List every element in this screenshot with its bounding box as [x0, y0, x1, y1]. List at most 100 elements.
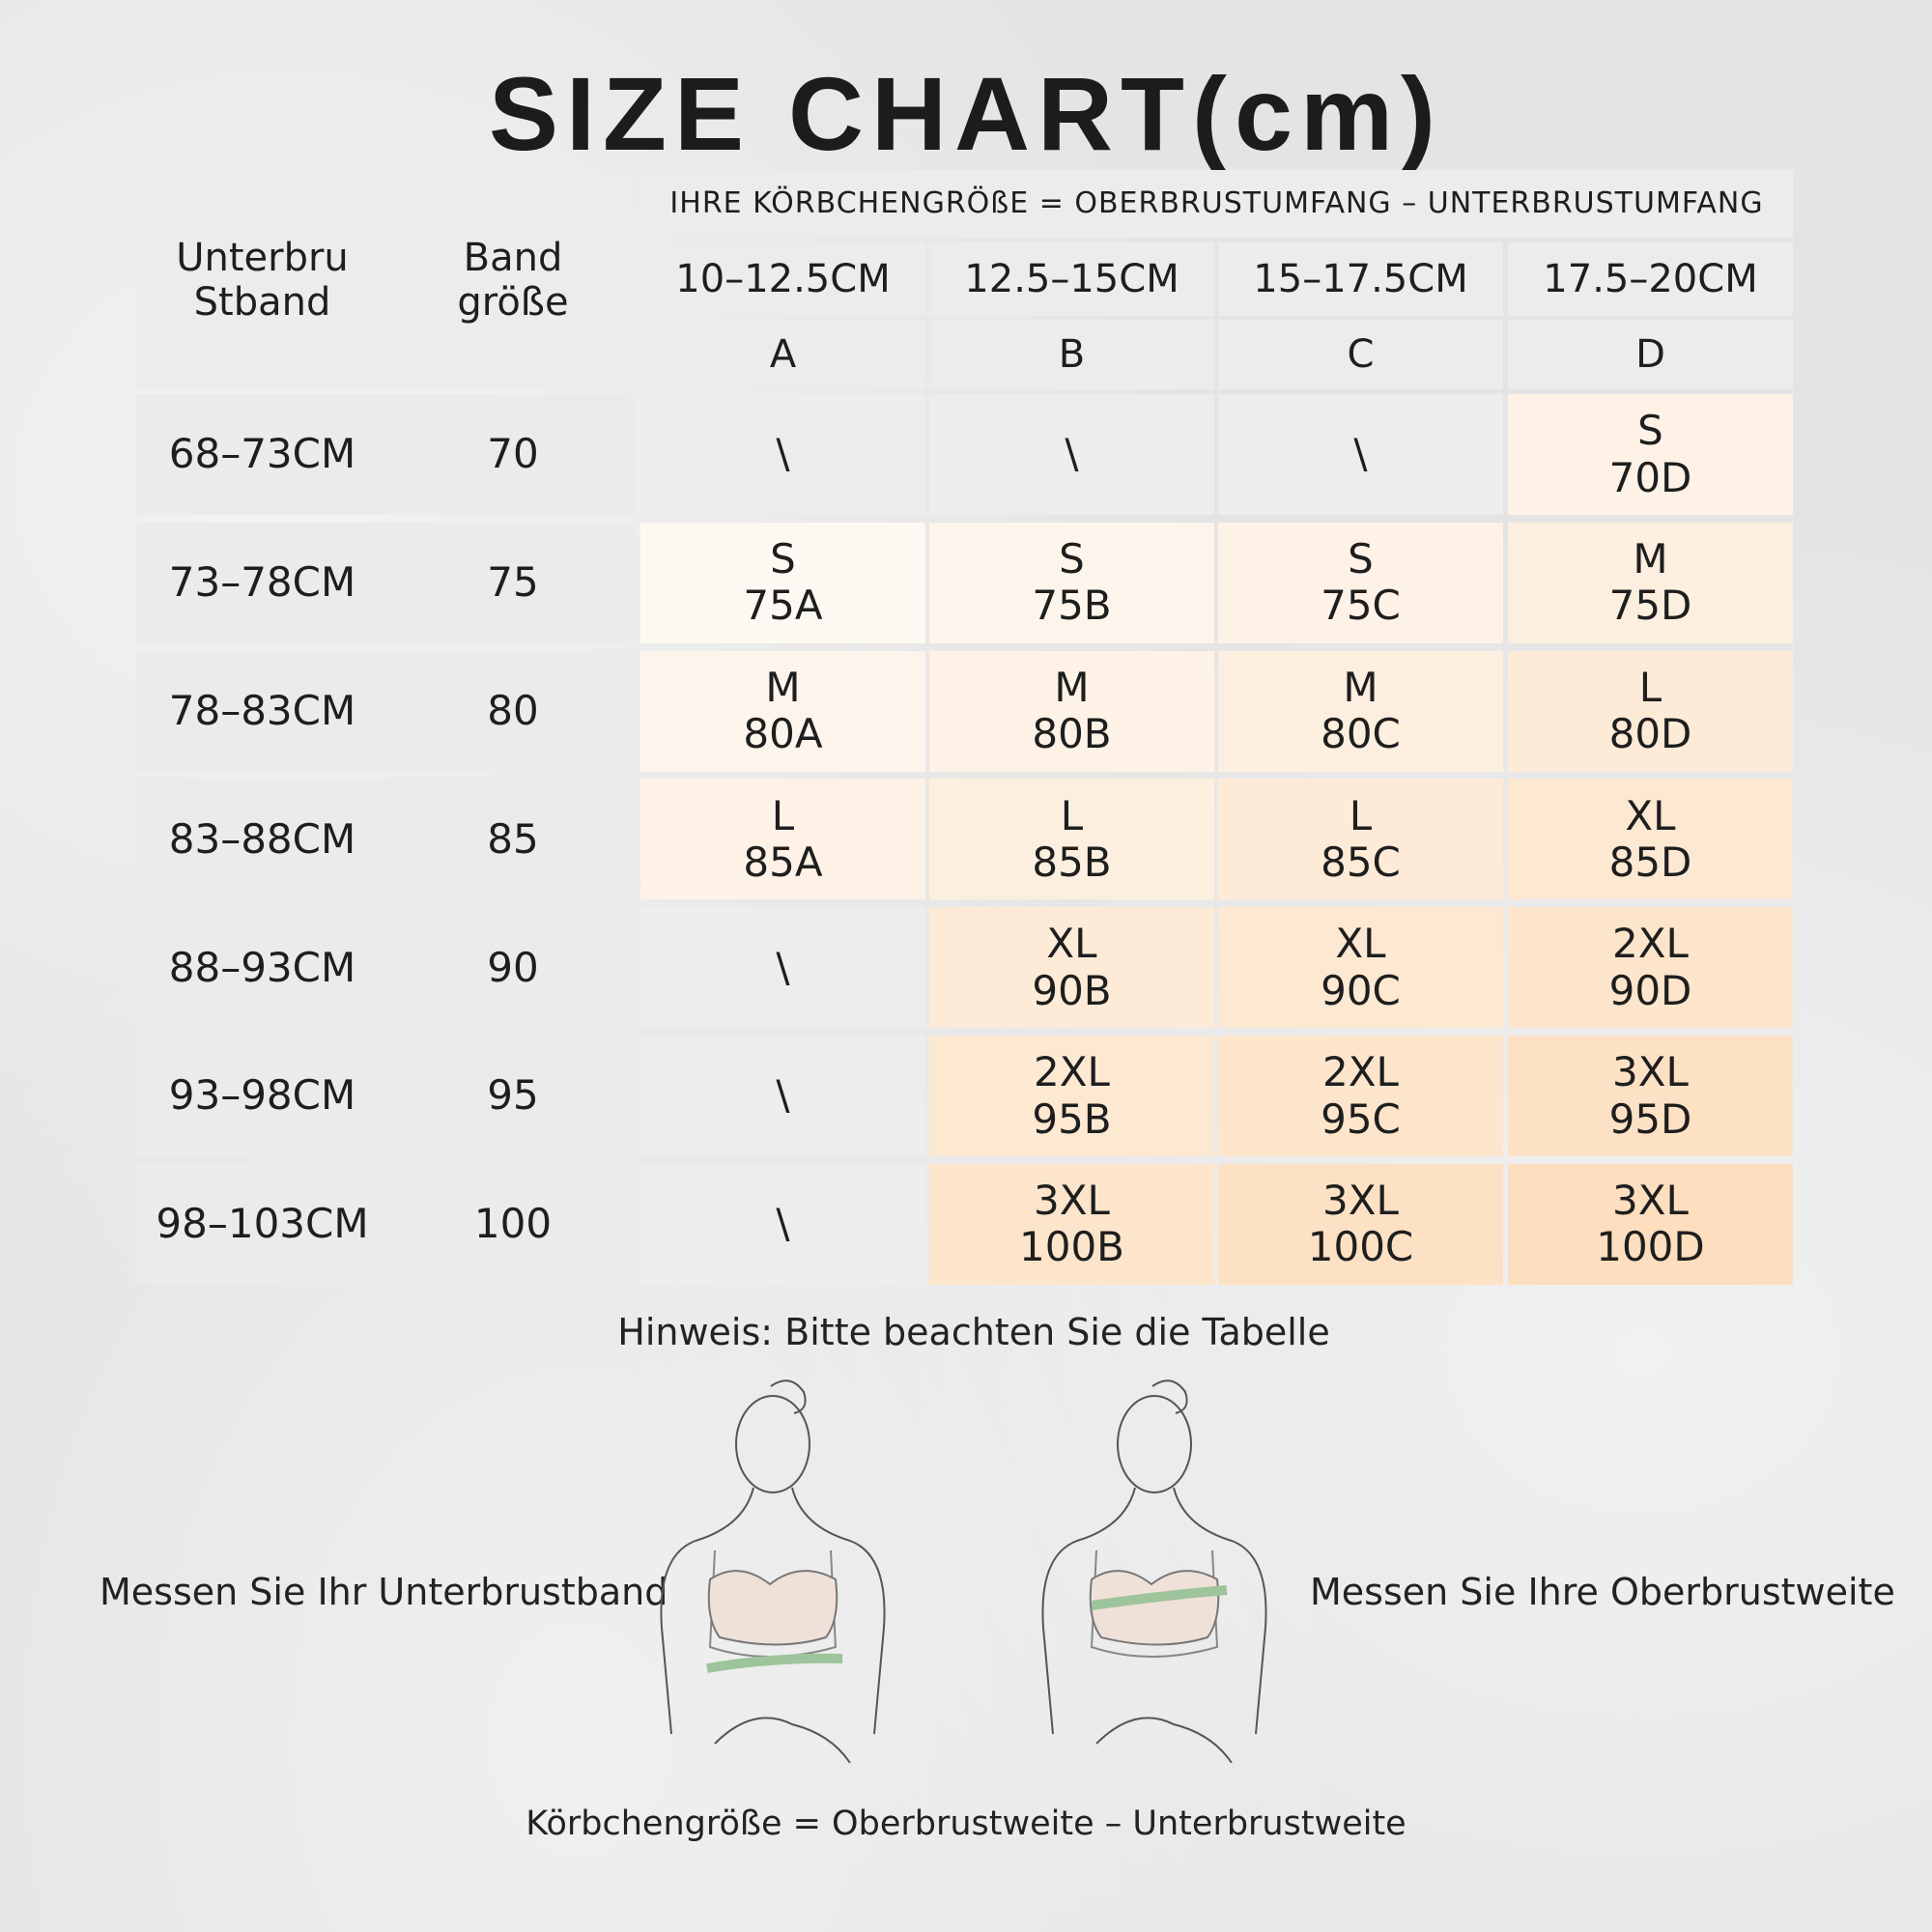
cell-text: 75D	[1608, 582, 1692, 630]
cell-text: 70D	[1608, 453, 1692, 501]
cell-text: L	[1638, 663, 1662, 711]
size-cell: L 80D	[1508, 650, 1793, 772]
cell-text: 93–98CM	[168, 1071, 356, 1120]
measure-right: Messen Sie Ihre Oberbrustweite	[1310, 1571, 1895, 1613]
cell-text: 78–83CM	[168, 686, 356, 734]
hint: Hinweis: Bitte beachten Sie die Tabelle	[617, 1311, 1330, 1353]
cell-text: 85C	[1321, 838, 1401, 886]
band-size: 80	[389, 650, 637, 772]
cell-text: L	[1060, 791, 1084, 839]
cell-text: Stband	[193, 279, 331, 325]
cell-text: \	[776, 1071, 790, 1120]
cell-text: 68–73CM	[168, 430, 356, 478]
size-cell: L 85A	[640, 779, 925, 900]
cell-text: XL	[1046, 920, 1097, 968]
cell-text: XL	[1625, 791, 1676, 839]
empty-cell: \	[640, 394, 925, 515]
cell-text: 3XL	[1034, 1177, 1110, 1224]
cell-text: \	[1065, 430, 1079, 478]
arms	[1095, 1717, 1233, 1763]
cell-text: 3XL	[1322, 1177, 1399, 1224]
size-cell: 3XL 95D	[1508, 1036, 1793, 1156]
cup-letter: C	[1218, 320, 1503, 389]
underbust-range: 88–93CM	[135, 907, 389, 1029]
header-underbust: Unterbru Stband	[135, 170, 389, 389]
cell-text: A	[769, 332, 797, 377]
size-cell: L 85C	[1218, 779, 1503, 900]
band-size: 100	[389, 1163, 637, 1285]
arms	[714, 1717, 851, 1763]
cell-text: 10–12.5CM	[675, 257, 891, 301]
cell-text: C	[1347, 332, 1375, 377]
cell-text: 2XL	[1034, 1048, 1110, 1096]
cell-text: 12.5–15CM	[964, 257, 1179, 301]
cup-note: IHRE KÖRBCHENGRÖßE = OBERBRUSTUMFANG – U…	[640, 170, 1793, 238]
cell-text: 85B	[1032, 838, 1112, 886]
cell-text: 85	[487, 814, 539, 863]
size-cell: M 80B	[929, 650, 1214, 772]
size-cell: 2XL 95C	[1218, 1036, 1503, 1156]
cell-text: 90D	[1608, 966, 1692, 1014]
cell-text: 83–88CM	[168, 814, 356, 863]
cell-text: 95D	[1608, 1094, 1692, 1143]
cell-text: 80A	[743, 710, 823, 758]
cell-text: 75B	[1032, 582, 1112, 630]
body	[660, 1487, 886, 1735]
cell-text: 2XL	[1612, 920, 1689, 968]
size-cell: M 80A	[640, 650, 925, 772]
cell-text: 95B	[1032, 1094, 1112, 1143]
cell-text: 85D	[1608, 838, 1692, 886]
cell-text: M	[765, 663, 801, 711]
cell-text: L	[1349, 791, 1373, 839]
hair	[1151, 1379, 1188, 1414]
strap	[1090, 1549, 1219, 1658]
measure-left: Messen Sie Ihr Unterbrustband	[99, 1571, 668, 1613]
underbust-range: 98–103CM	[135, 1163, 389, 1285]
cup-range: 10–12.5CM	[640, 242, 925, 316]
size-cell: M 75D	[1508, 522, 1793, 643]
size-cell: S 75B	[929, 522, 1214, 643]
cell-text: Band	[463, 235, 563, 280]
underbust-range: 78–83CM	[135, 650, 389, 772]
cell-text: 80C	[1321, 710, 1401, 758]
size-cell: 3XL 100C	[1218, 1163, 1503, 1285]
cell-text: 2XL	[1322, 1048, 1399, 1096]
cell-text: \	[776, 1200, 790, 1248]
cell-text: 100D	[1596, 1223, 1705, 1271]
cell-text: 17.5–20CM	[1543, 257, 1758, 301]
size-cell: L 85B	[929, 779, 1214, 900]
cell-text: 90	[487, 943, 539, 991]
cell-text: 90B	[1032, 966, 1112, 1014]
cell-text: 100C	[1307, 1223, 1414, 1271]
cell-text: 75C	[1321, 582, 1401, 630]
tape	[1091, 1585, 1228, 1610]
body	[1041, 1487, 1267, 1735]
size-cell: S 75A	[640, 522, 925, 643]
size-cell: 3XL 100B	[929, 1163, 1214, 1285]
cup-letter: B	[929, 320, 1214, 389]
underbust-range: 68–73CM	[135, 394, 389, 515]
cup-range: 17.5–20CM	[1508, 242, 1793, 316]
cell-text: 100	[473, 1200, 553, 1248]
cell-text: 100B	[1019, 1223, 1124, 1271]
cell-text: 95C	[1321, 1094, 1401, 1143]
cell-text: 95	[487, 1071, 539, 1120]
size-cell: 2XL 90D	[1508, 907, 1793, 1029]
cell-text: 80D	[1608, 710, 1692, 758]
underbust-range: 73–78CM	[135, 522, 389, 643]
cell-text: 80	[487, 686, 539, 734]
cell-text: M	[1054, 663, 1090, 711]
cell-text: 3XL	[1612, 1177, 1689, 1224]
cup-range: 12.5–15CM	[929, 242, 1214, 316]
empty-cell: \	[640, 1036, 925, 1156]
cell-text: XL	[1335, 920, 1386, 968]
cell-text: \	[1353, 430, 1368, 478]
cell-text: 73–78CM	[168, 558, 356, 607]
cell-text: 90C	[1321, 966, 1401, 1014]
title: SIZE CHART(cm)	[488, 55, 1444, 172]
bra	[707, 1570, 838, 1646]
size-cell: XL 90B	[929, 907, 1214, 1029]
size-cell: XL 90C	[1218, 907, 1503, 1029]
cell-text: S	[770, 535, 796, 582]
cell-text: 80B	[1032, 710, 1112, 758]
